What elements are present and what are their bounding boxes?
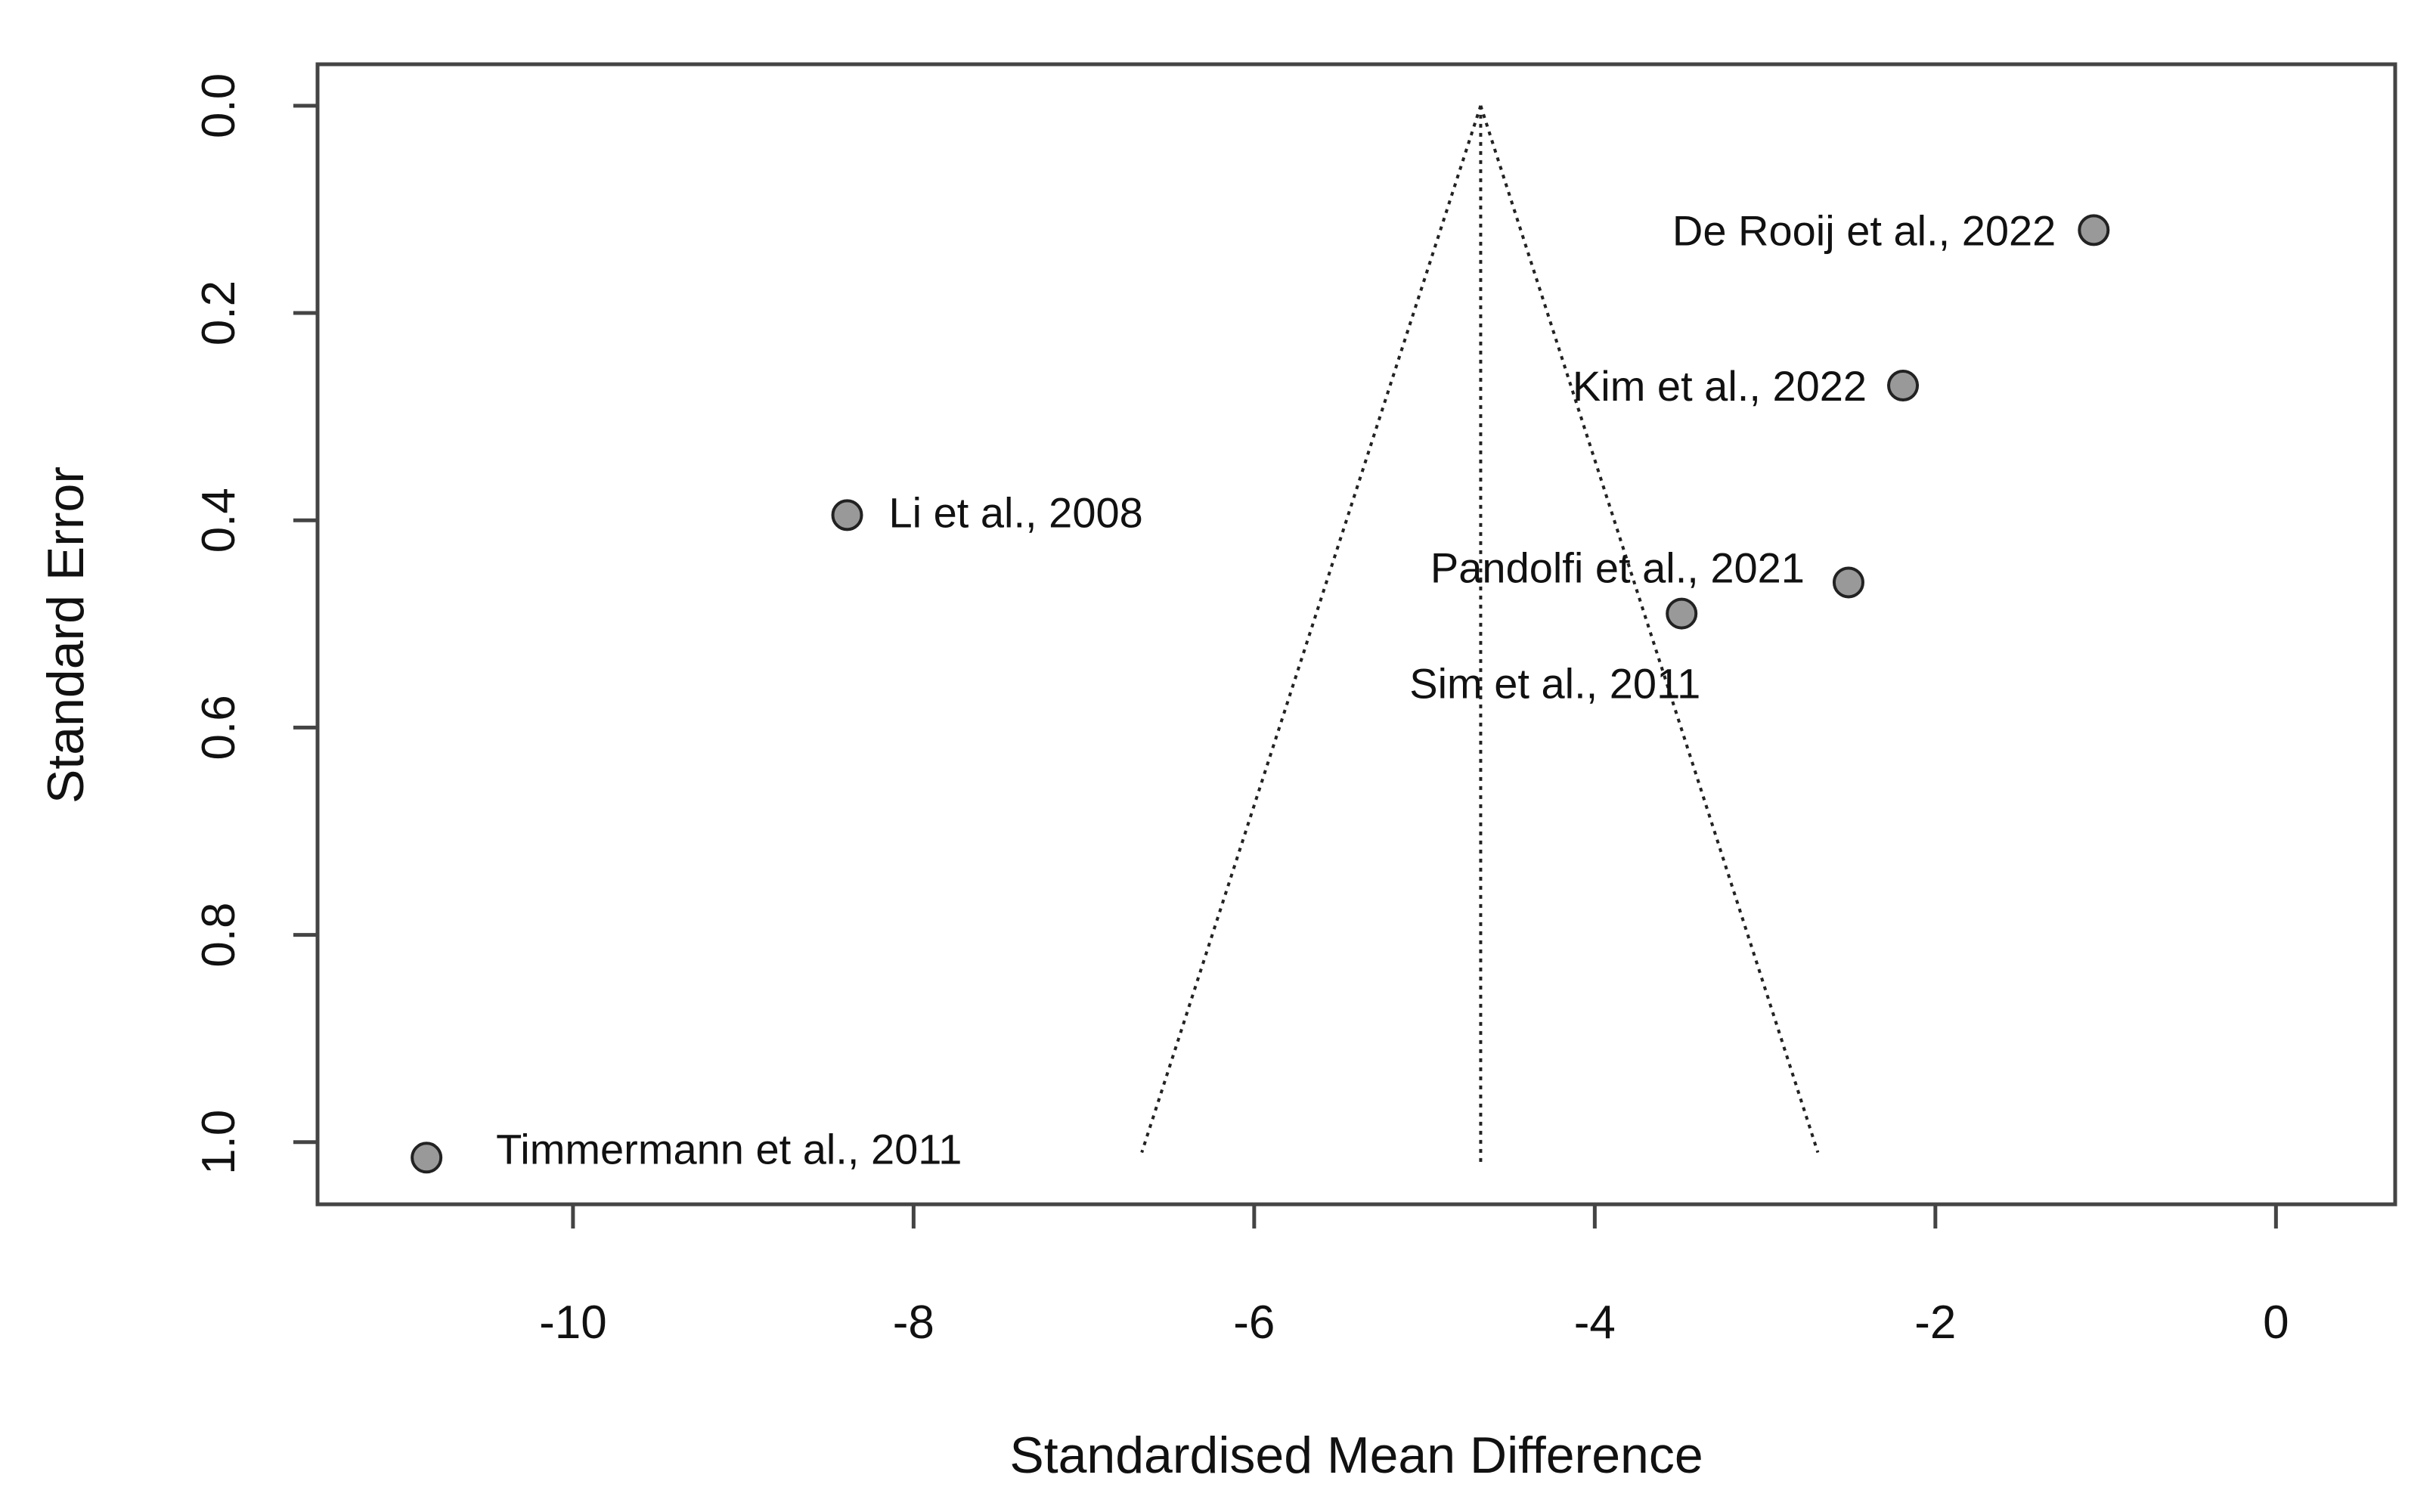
study-label: Li et al., 2008 (889, 488, 1143, 536)
funnel-left-line (1140, 105, 1483, 1154)
study-label: Timmermann et al., 2011 (496, 1125, 962, 1173)
x-tick-label: -6 (1233, 1297, 1275, 1349)
x-axis: -10 -8 -6 -4 -2 0 (539, 1202, 2289, 1349)
x-tick-label: -4 (1574, 1297, 1616, 1349)
study-label: Sim et al., 2011 (1409, 660, 1700, 708)
y-tick-label: 1.0 (193, 1110, 245, 1175)
x-tick-label: 0 (2263, 1297, 2289, 1349)
study-point (1832, 566, 1864, 599)
x-tick-label: -2 (1914, 1297, 1956, 1349)
study-point (2078, 214, 2110, 246)
study-point (1887, 369, 1920, 401)
x-tick-label: -8 (893, 1297, 934, 1349)
y-tick-label: 0.4 (193, 488, 245, 553)
study-point (411, 1142, 443, 1174)
y-tick-label: 0.0 (193, 73, 245, 138)
funnel-right-line (1479, 105, 1820, 1154)
x-tick-label: -10 (539, 1297, 607, 1349)
study-label: De Rooij et al., 2022 (1672, 206, 2056, 254)
study-labels: De Rooij et al., 2022 Kim et al., 2022 Li … (496, 206, 2056, 1173)
study-point (1666, 597, 1698, 630)
x-axis-title: Standardised Mean Difference (1009, 1427, 1703, 1484)
study-point (831, 499, 863, 531)
study-label: Pandolfi et al., 2021 (1430, 544, 1805, 591)
study-label: Kim et al., 2022 (1573, 362, 1867, 410)
study-points (411, 214, 2110, 1174)
y-tick-label: 0.8 (193, 902, 245, 967)
y-axis: 0.0 0.2 0.4 0.6 0.8 1.0 (193, 73, 320, 1175)
funnel-lines (1140, 105, 1820, 1163)
y-axis-title: Standard Error (37, 466, 95, 804)
y-tick-label: 0.2 (193, 280, 245, 345)
y-tick-label: 0.6 (193, 695, 245, 760)
